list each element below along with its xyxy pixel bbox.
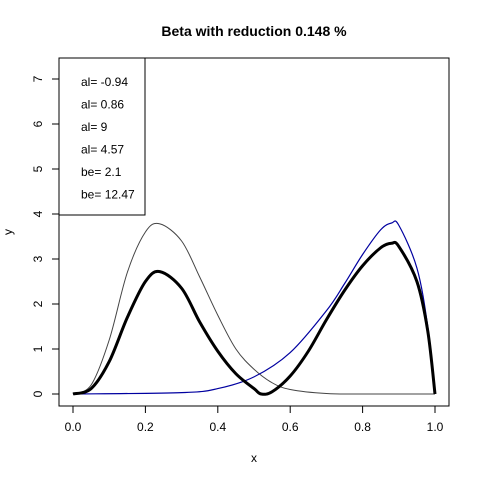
legend-box [58, 57, 146, 216]
y-tick-label: 1 [31, 345, 45, 352]
legend-entry: al= 9 [81, 120, 108, 134]
y-tick-label: 3 [31, 255, 45, 262]
y-tick-label: 5 [31, 165, 45, 172]
legend-entry: be= 12.47 [81, 188, 135, 202]
x-tick-label: 0.2 [137, 420, 154, 434]
density-curve-bold [72, 240, 437, 396]
x-tick-label: 0.0 [65, 420, 82, 434]
x-tick-label: 0.6 [282, 420, 299, 434]
series-layer [72, 220, 437, 396]
y-axis-label: y [1, 229, 15, 235]
y-tick-label: 2 [31, 300, 45, 307]
y-axis: 0 1 2 3 4 5 6 7 [31, 75, 60, 397]
density-curve-blue [72, 220, 436, 395]
legend-entry: be= 2.1 [81, 165, 122, 179]
x-axis-label: x [251, 451, 257, 465]
density-curve-thin [72, 222, 436, 395]
chart-title: Beta with reduction 0.148 % [161, 23, 347, 39]
y-tick-label: 6 [31, 120, 45, 127]
y-tick-label: 0 [31, 390, 45, 397]
legend-entry: al= 0.86 [81, 98, 124, 112]
x-tick-label: 0.8 [354, 420, 371, 434]
x-tick-label: 0.4 [209, 420, 226, 434]
y-tick-label: 4 [31, 210, 45, 217]
y-tick-label: 7 [31, 75, 45, 82]
x-tick-label: 1.0 [427, 420, 444, 434]
legend-entry: al= -0.94 [81, 75, 128, 89]
x-axis: 0.0 0.2 0.4 0.6 0.8 1.0 [65, 405, 444, 434]
legend: al= -0.94 al= 0.86 al= 9 al= 4.57 be= 2.1 be=… [58, 57, 146, 216]
legend-entry: al= 4.57 [81, 143, 124, 157]
